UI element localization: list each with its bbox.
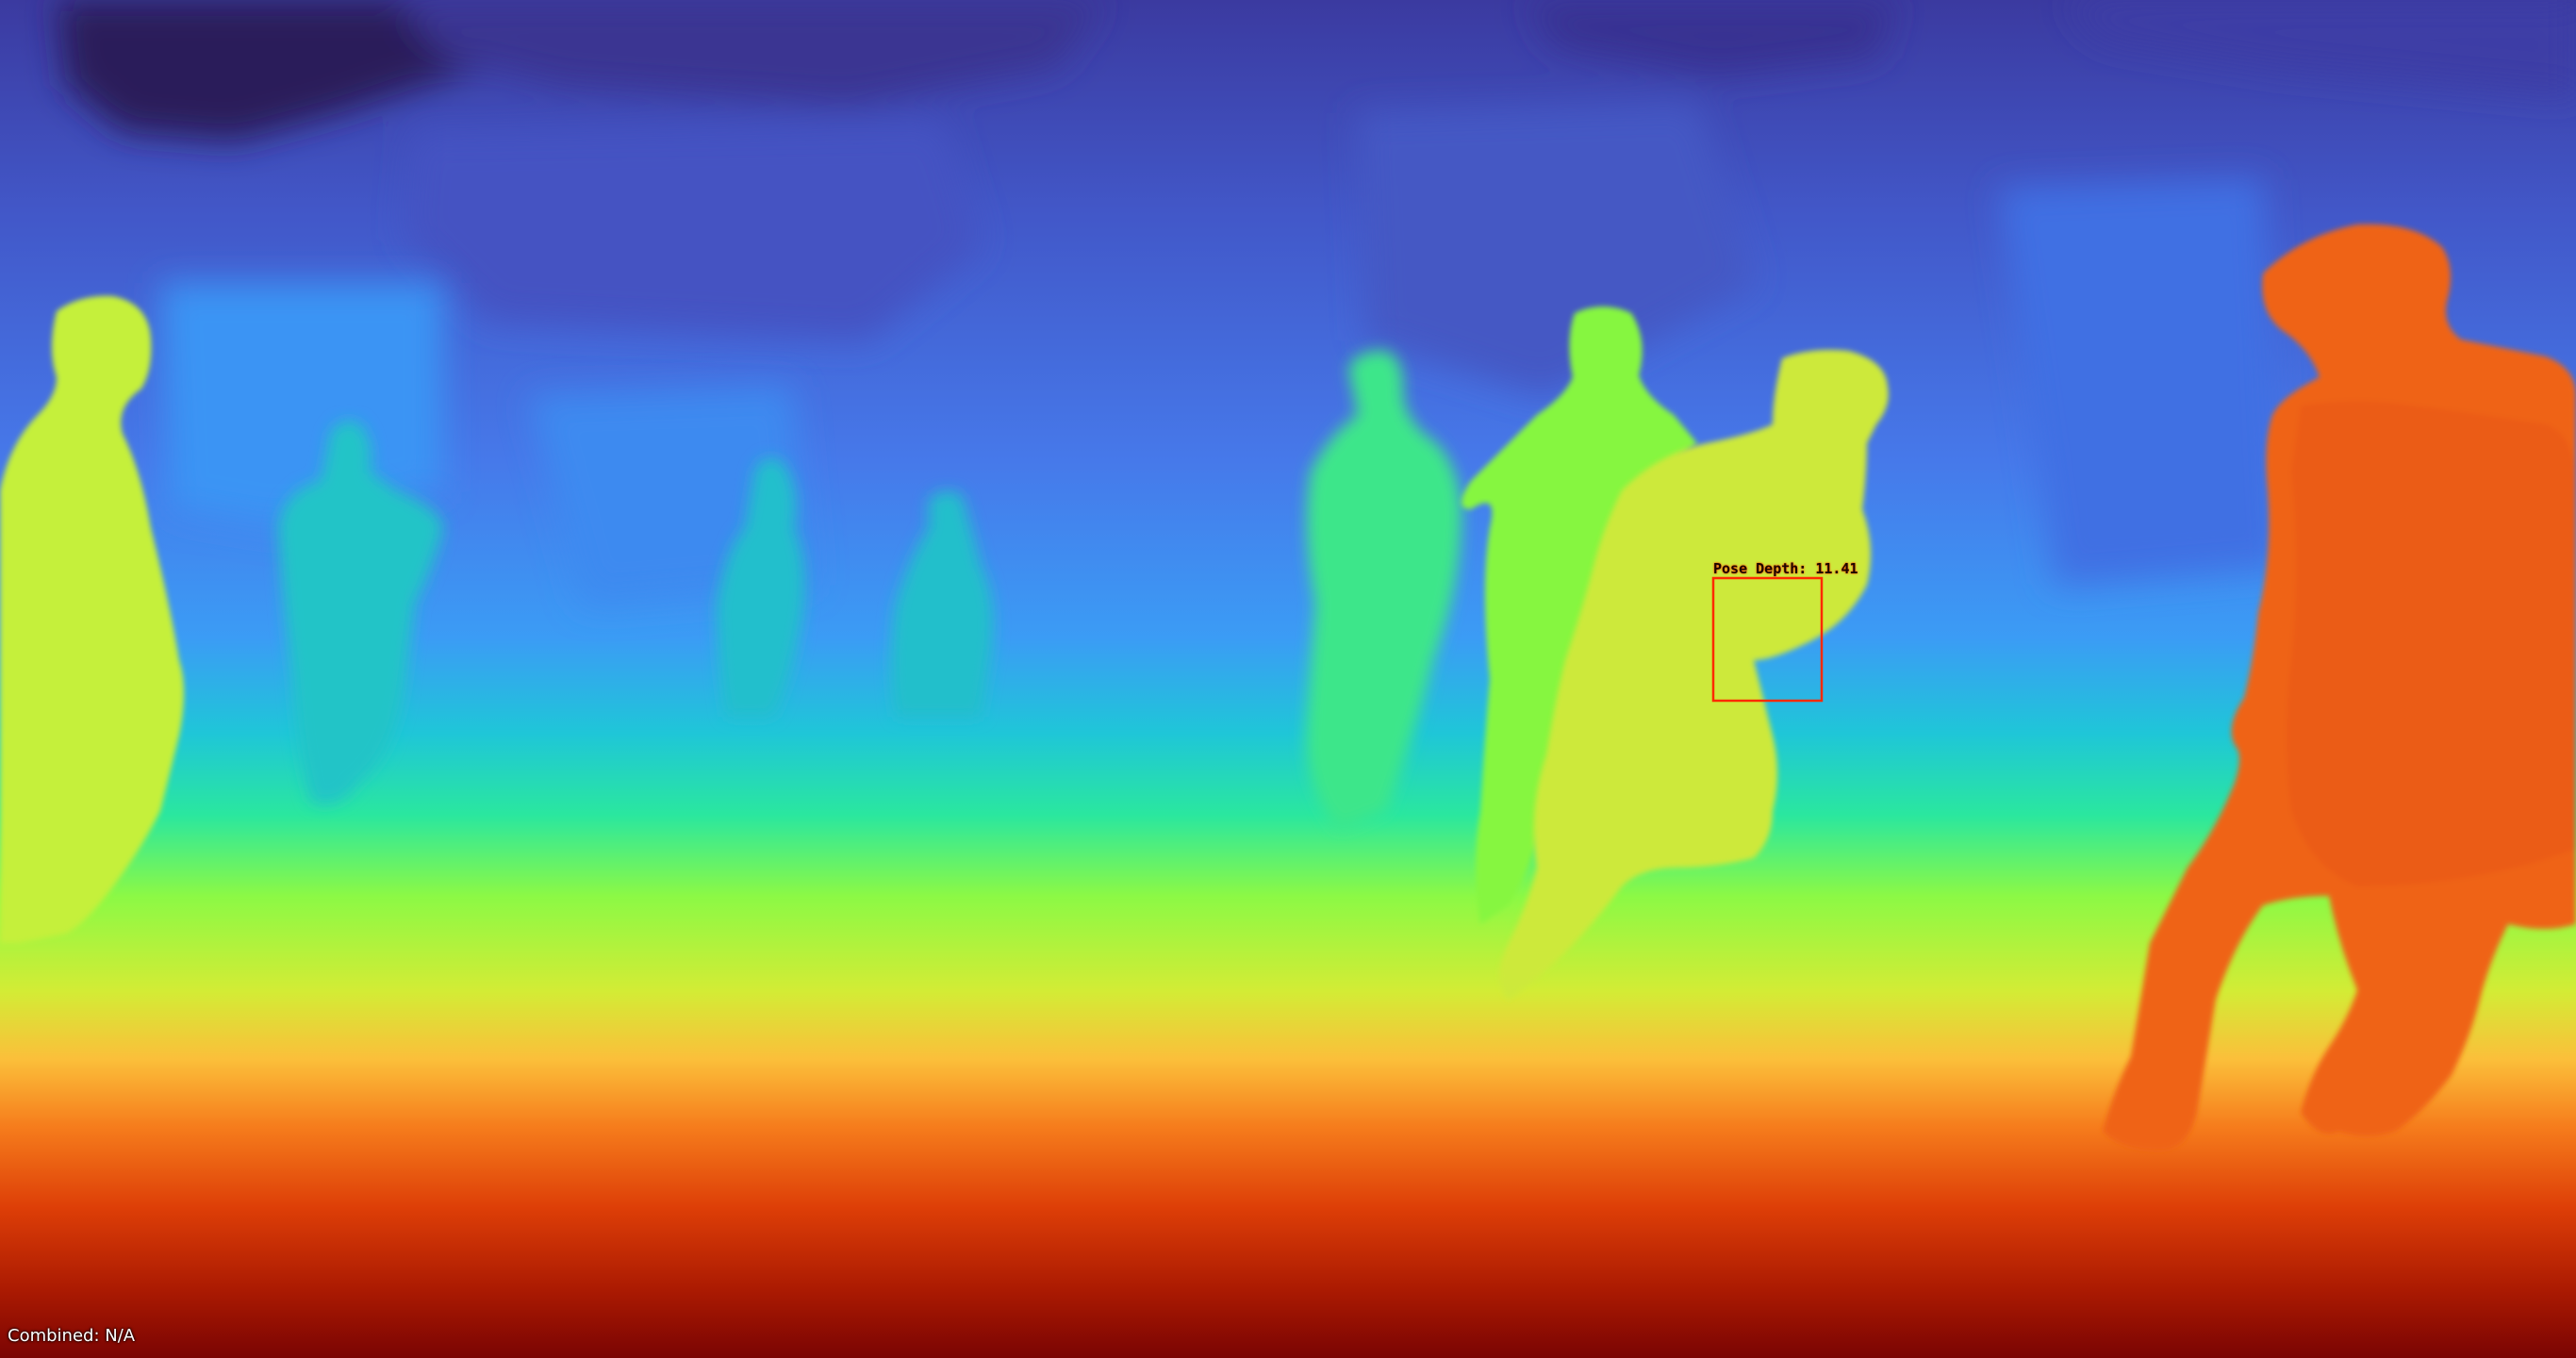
right-figure [2103,224,2576,1151]
mid-background-regions [160,179,2282,604]
far-background-regions [57,0,2576,396]
combined-status-text: Combined: N/A [8,1326,136,1346]
distant-figures [278,350,1461,830]
center-figure [1499,350,1889,1000]
left-figure [0,295,184,943]
pose-depth-box [1711,576,1824,703]
midground-figures [1461,306,1697,924]
pose-depth-label: Pose Depth: 11.41 [1713,560,1858,577]
